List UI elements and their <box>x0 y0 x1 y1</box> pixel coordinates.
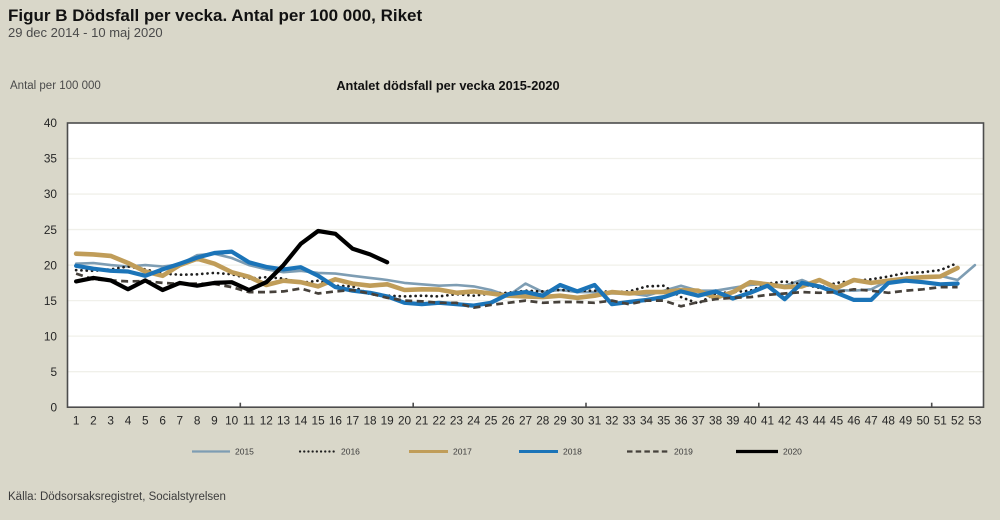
svg-text:34: 34 <box>640 414 654 428</box>
svg-text:2016: 2016 <box>341 447 360 457</box>
svg-text:43: 43 <box>795 414 809 428</box>
svg-text:40: 40 <box>744 414 758 428</box>
svg-text:19: 19 <box>381 414 394 428</box>
svg-text:Antal per 100 000: Antal per 100 000 <box>10 80 101 92</box>
svg-text:35: 35 <box>657 414 671 428</box>
svg-text:2: 2 <box>90 414 97 428</box>
svg-text:2017: 2017 <box>453 447 472 457</box>
svg-text:6: 6 <box>159 414 166 428</box>
svg-text:2018: 2018 <box>563 447 582 457</box>
svg-text:30: 30 <box>44 187 58 201</box>
svg-text:7: 7 <box>177 414 184 428</box>
svg-text:25: 25 <box>484 414 498 428</box>
svg-text:22: 22 <box>433 414 446 428</box>
svg-text:46: 46 <box>847 414 861 428</box>
svg-text:Figur B Dödsfall per vecka. An: Figur B Dödsfall per vecka. Antal per 10… <box>8 6 422 25</box>
svg-text:39: 39 <box>726 414 739 428</box>
svg-text:5: 5 <box>50 365 57 379</box>
svg-text:2015: 2015 <box>235 447 254 457</box>
svg-text:53: 53 <box>968 414 982 428</box>
svg-text:Källa: Dödsorsaksregistret, So: Källa: Dödsorsaksregistret, Socialstyrel… <box>8 491 226 503</box>
svg-text:49: 49 <box>899 414 912 428</box>
svg-text:10: 10 <box>225 414 239 428</box>
svg-text:21: 21 <box>415 414 428 428</box>
svg-text:25: 25 <box>44 223 58 237</box>
svg-text:37: 37 <box>692 414 705 428</box>
svg-text:26: 26 <box>502 414 516 428</box>
svg-text:36: 36 <box>674 414 688 428</box>
svg-text:17: 17 <box>346 414 359 428</box>
svg-text:27: 27 <box>519 414 532 428</box>
svg-text:13: 13 <box>277 414 291 428</box>
svg-text:3: 3 <box>107 414 114 428</box>
svg-text:8: 8 <box>194 414 201 428</box>
svg-text:42: 42 <box>778 414 791 428</box>
svg-text:2019: 2019 <box>674 447 693 457</box>
svg-text:47: 47 <box>865 414 878 428</box>
svg-text:16: 16 <box>329 414 343 428</box>
svg-text:28: 28 <box>536 414 550 428</box>
svg-text:1: 1 <box>73 414 80 428</box>
svg-text:35: 35 <box>44 152 58 166</box>
svg-text:52: 52 <box>951 414 964 428</box>
svg-text:2020: 2020 <box>783 447 802 457</box>
svg-text:24: 24 <box>467 414 481 428</box>
svg-text:0: 0 <box>50 400 57 414</box>
svg-text:33: 33 <box>623 414 637 428</box>
svg-text:15: 15 <box>44 294 58 308</box>
svg-text:4: 4 <box>125 414 132 428</box>
svg-text:32: 32 <box>605 414 618 428</box>
svg-text:29 dec 2014 - 10 maj 2020: 29 dec 2014 - 10 maj 2020 <box>8 25 163 40</box>
svg-text:20: 20 <box>398 414 412 428</box>
svg-text:5: 5 <box>142 414 149 428</box>
svg-text:11: 11 <box>243 414 255 428</box>
svg-text:10: 10 <box>44 329 58 343</box>
svg-text:31: 31 <box>588 414 601 428</box>
svg-text:38: 38 <box>709 414 723 428</box>
svg-text:Antalet dödsfall per vecka 201: Antalet dödsfall per vecka 2015-2020 <box>336 78 559 93</box>
svg-text:12: 12 <box>260 414 273 428</box>
svg-text:50: 50 <box>916 414 930 428</box>
svg-text:45: 45 <box>830 414 844 428</box>
svg-text:51: 51 <box>934 414 947 428</box>
svg-text:48: 48 <box>882 414 896 428</box>
svg-text:44: 44 <box>813 414 827 428</box>
svg-text:30: 30 <box>571 414 585 428</box>
svg-text:41: 41 <box>761 414 774 428</box>
svg-text:18: 18 <box>363 414 377 428</box>
svg-text:20: 20 <box>44 258 58 272</box>
svg-text:15: 15 <box>312 414 326 428</box>
svg-text:29: 29 <box>554 414 567 428</box>
svg-text:40: 40 <box>44 116 58 130</box>
svg-text:23: 23 <box>450 414 464 428</box>
svg-text:9: 9 <box>211 414 218 428</box>
svg-text:14: 14 <box>294 414 308 428</box>
